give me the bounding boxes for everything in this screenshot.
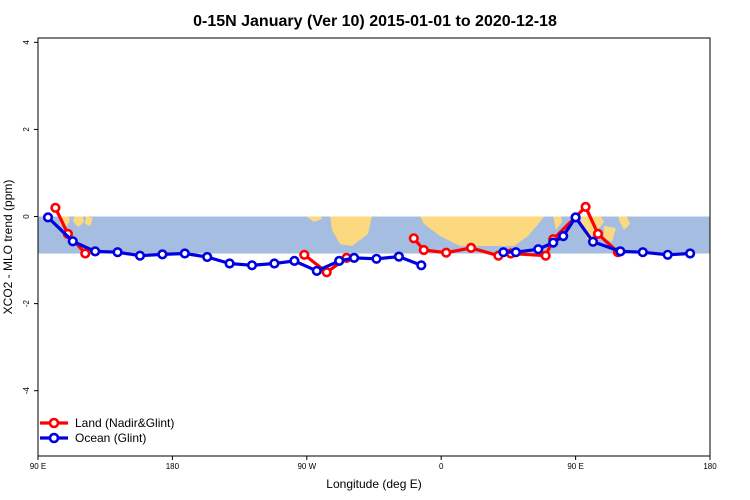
- data-point: [662, 249, 673, 260]
- x-tick-label: 0: [439, 462, 444, 471]
- data-point: [50, 202, 61, 213]
- data-point: [684, 248, 696, 259]
- data-point: [408, 233, 419, 244]
- series-layer: [42, 201, 696, 278]
- data-point: [67, 236, 78, 247]
- y-tick-label: -4: [22, 387, 31, 395]
- y-tick-label: 4: [22, 40, 31, 45]
- x-tick-label: 90 E: [30, 462, 46, 471]
- legend-label: Land (Nadir&Glint): [75, 416, 174, 430]
- data-point: [580, 201, 591, 212]
- x-tick-label: 180: [703, 462, 717, 471]
- data-point: [540, 250, 551, 261]
- data-point: [134, 250, 146, 261]
- data-point: [615, 246, 626, 257]
- legend-entry: Ocean (Glint): [40, 431, 146, 445]
- data-point: [587, 236, 599, 247]
- data-point: [334, 255, 345, 267]
- legend-entry: Land (Nadir&Glint): [40, 416, 174, 430]
- data-point: [371, 253, 382, 264]
- x-tick-label: 90 W: [297, 462, 316, 471]
- land-shape: [85, 216, 93, 226]
- data-point: [90, 246, 101, 257]
- legend-marker: [48, 432, 60, 444]
- data-point: [510, 247, 522, 258]
- data-point: [202, 251, 213, 263]
- y-axis-label: XCO2 - MLO trend (ppm): [1, 180, 15, 315]
- data-point: [269, 258, 280, 269]
- x-tick-label: 180: [166, 462, 180, 471]
- land-shape: [419, 216, 544, 246]
- legend-label: Ocean (Glint): [75, 431, 146, 445]
- data-point: [393, 251, 405, 262]
- land-shape: [618, 216, 630, 230]
- data-point: [311, 265, 322, 277]
- data-point: [558, 231, 569, 242]
- land-shape: [553, 216, 562, 230]
- data-point: [224, 258, 235, 269]
- y-tick-label: 0: [22, 214, 31, 219]
- data-point: [418, 244, 429, 256]
- data-point: [112, 247, 123, 258]
- data-point: [80, 248, 91, 259]
- x-axis-label: Longitude (deg E): [326, 477, 421, 491]
- y-tick-label: 2: [22, 127, 31, 132]
- plot-frame: [37, 37, 711, 457]
- data-point: [157, 249, 168, 260]
- chart-title: 0-15N January (Ver 10) 2015-01-01 to 202…: [193, 13, 557, 30]
- data-point: [466, 242, 477, 253]
- x-axis: 90 E 180 90 W 0 90 E 180: [30, 456, 717, 471]
- x-tick-label: 90 E: [567, 462, 583, 471]
- data-point: [321, 267, 332, 278]
- land-shape: [330, 216, 372, 246]
- data-point: [548, 237, 559, 248]
- legend-marker: [48, 417, 60, 429]
- y-axis: 4 2 0 -2 -4: [22, 40, 38, 395]
- data-point: [42, 212, 54, 223]
- y-tick-label: -2: [22, 300, 31, 308]
- data-point: [570, 212, 581, 223]
- series-ocean: [42, 212, 696, 277]
- data-point: [349, 252, 360, 263]
- legend: Land (Nadir&Glint)Ocean (Glint): [40, 416, 174, 445]
- land-shape: [604, 226, 616, 242]
- data-point: [592, 228, 604, 239]
- land-shape: [73, 216, 84, 227]
- data-point: [533, 244, 544, 255]
- data-point: [637, 247, 648, 258]
- data-point: [416, 260, 427, 271]
- land-shape: [306, 216, 322, 222]
- data-point: [246, 260, 258, 271]
- data-point: [179, 248, 190, 259]
- data-point: [289, 255, 300, 267]
- data-point: [441, 247, 452, 258]
- data-point: [498, 247, 509, 258]
- data-point: [299, 249, 310, 260]
